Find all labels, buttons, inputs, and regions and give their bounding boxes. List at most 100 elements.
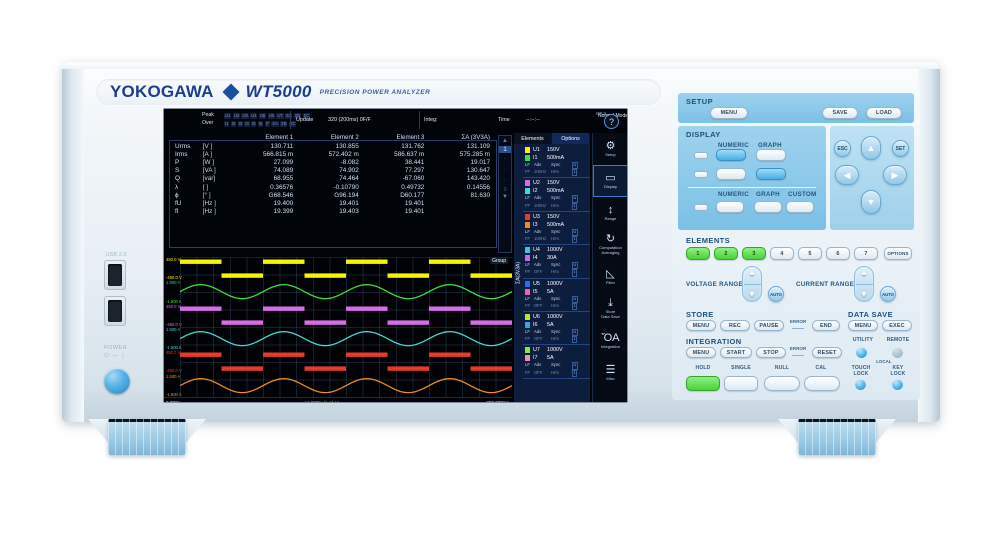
element-current[interactable]: I4 30A [523, 254, 590, 262]
waveform-area[interactable]: 450.0 V -450.0 V 1.500 A -1.500 A 450.0 V -45… [164, 257, 512, 402]
element-current[interactable]: I1 500mA [523, 154, 590, 162]
nav-right-icon[interactable]: ▶ [883, 165, 907, 185]
integration-stop-button[interactable]: STOP [756, 347, 786, 358]
hold-button[interactable] [686, 376, 720, 391]
help-icon[interactable]: ? [604, 114, 619, 129]
element-current[interactable]: I5 5A [523, 288, 590, 296]
touch-lock-led[interactable] [855, 379, 866, 390]
current-down-icon[interactable]: ▼ [860, 290, 868, 299]
page-dot[interactable]: · [504, 167, 506, 173]
element-button-7[interactable]: 7 [854, 247, 878, 260]
utility-led[interactable] [856, 347, 867, 358]
current-auto-button[interactable]: AUTO [880, 286, 896, 302]
display-swatch-2[interactable] [694, 171, 708, 178]
current-up-icon[interactable]: ▲ [860, 268, 868, 277]
integration-start-button[interactable]: START [720, 347, 752, 358]
null-button[interactable] [764, 376, 800, 391]
page-last[interactable]: 9 [503, 187, 507, 193]
integration-reset-button[interactable]: RESET [812, 347, 842, 358]
page-dot[interactable]: · [504, 178, 506, 184]
usb-port-2[interactable] [104, 296, 126, 326]
elements-options-button[interactable]: OPTIONS [884, 247, 912, 260]
cal-button[interactable] [804, 376, 840, 391]
rail-item-integration[interactable]: ὌA Integration [593, 325, 627, 357]
element-button-4[interactable]: 4 [770, 247, 794, 260]
element-voltage[interactable]: U2 150V [523, 179, 590, 187]
voltage-down-icon[interactable]: ▼ [748, 290, 756, 299]
element-group[interactable]: U5 1000V I5 5A LF Adv Sync U FF OFF Hrm 1 [523, 279, 590, 313]
display-swatch-3[interactable] [694, 204, 708, 211]
store-menu-button[interactable]: MENU [686, 320, 716, 331]
data-save-menu-button[interactable]: MENU [848, 320, 878, 331]
rail-item-computation[interactable]: ↻ Computation Averaging [593, 229, 627, 261]
display-numeric-button-3[interactable] [716, 201, 744, 213]
element-group[interactable]: U6 1000V I6 5A LF Adv Sync U FF OFF Hrm 1 [523, 312, 590, 346]
voltage-auto-button[interactable]: AUTO [768, 286, 784, 302]
load-button[interactable]: LOAD [866, 107, 902, 119]
data-save-exec-button[interactable]: EXEC [882, 320, 912, 331]
screen[interactable]: Peak U1 U2 U3 U4 U5 U6 U7 ΣA ΣB ΣC Over I1 I2 I3 I4 I… [164, 109, 627, 402]
element-current[interactable]: I2 500mA [523, 187, 590, 195]
nav-down-icon[interactable]: ▼ [861, 190, 881, 214]
page-selector[interactable]: ▲ 1 · · · 9 ▼ [498, 135, 512, 253]
rail-item-display[interactable]: ▭ Display [593, 165, 627, 197]
rail-item-setup[interactable]: ⚙ Setup [593, 133, 627, 165]
page-current[interactable]: 1 [499, 146, 511, 153]
element-group[interactable]: U7 1000V I7 5A LF Adv Sync U FF OFF Hrm 1 [523, 345, 590, 379]
display-custom-button[interactable] [786, 201, 814, 213]
store-rec-button[interactable]: REC [720, 320, 750, 331]
elements-tab-options[interactable]: Options [552, 133, 590, 144]
element-voltage[interactable]: U3 150V [523, 213, 590, 221]
element-current[interactable]: I7 5A [523, 354, 590, 362]
element-group[interactable]: U1 150V I1 500mA LF Adv Sync U FF 100Hz Hrm 1 [523, 145, 590, 179]
single-button[interactable] [724, 376, 758, 391]
elements-tab-elements[interactable]: Elements [514, 133, 552, 144]
numeric-table-area[interactable]: Element 1 Element 2 Element 3 ΣA (3V3A) Urm… [169, 133, 497, 251]
element-voltage[interactable]: U7 1000V [523, 346, 590, 354]
nav-up-icon[interactable]: ▲ [861, 136, 881, 160]
element-button-6[interactable]: 6 [826, 247, 850, 260]
remote-led[interactable] [892, 347, 903, 358]
element-button-2[interactable]: 2 [714, 247, 738, 260]
key-lock-led[interactable] [892, 379, 903, 390]
page-dot[interactable]: · [504, 156, 506, 162]
element-button-1[interactable]: 1 [686, 247, 710, 260]
element-current[interactable]: I3 500mA [523, 221, 590, 229]
usb-port-1[interactable] [104, 260, 126, 290]
rail-item-store[interactable]: ⤓ Store Data Save [593, 293, 627, 325]
store-end-button[interactable]: END [812, 320, 840, 331]
page-up-icon[interactable]: ▲ [502, 138, 508, 144]
display-graph-button-2[interactable] [756, 168, 786, 180]
page-down-icon[interactable]: ▼ [502, 194, 508, 200]
save-button[interactable]: SAVE [822, 107, 858, 119]
rail-item-misc[interactable]: ☰ Misc [593, 357, 627, 389]
integration-menu-button[interactable]: MENU [686, 347, 716, 358]
display-graph-button-1[interactable] [756, 149, 786, 161]
element-group[interactable]: U3 150V I3 500mA LF Adv Sync U FF 100Hz Hrm 1 [523, 212, 590, 246]
display-numeric-button-2[interactable] [716, 168, 746, 180]
element-group[interactable]: U2 150V I2 500mA LF Adv Sync U FF 100Hz Hrm 1 [523, 178, 590, 212]
brand-maker: YOKOGAWA [110, 82, 214, 101]
element-voltage[interactable]: U4 1000V [523, 246, 590, 254]
element-group[interactable]: U4 1000V I4 30A LF Adv Sync U FF OFF Hrm 1 [523, 245, 590, 279]
element-voltage[interactable]: U6 1000V [523, 313, 590, 321]
set-button[interactable]: SET [892, 140, 909, 157]
element-voltage[interactable]: U1 150V [523, 146, 590, 154]
element-button-5[interactable]: 5 [798, 247, 822, 260]
display-swatch-1[interactable] [694, 152, 708, 159]
element-current[interactable]: I6 5A [523, 321, 590, 329]
voltage-range-rocker[interactable]: ▲ ▼ [742, 266, 762, 302]
display-numeric-button-1[interactable] [716, 149, 746, 161]
rail-item-range[interactable]: ↕ Range [593, 197, 627, 229]
setup-menu-button[interactable]: MENU [710, 107, 748, 119]
esc-button[interactable]: ESC [834, 140, 851, 157]
display-graph-button-3[interactable] [754, 201, 782, 213]
element-button-3[interactable]: 3 [742, 247, 766, 260]
store-pause-button[interactable]: PAUSE [754, 320, 784, 331]
nav-left-icon[interactable]: ◀ [835, 165, 859, 185]
current-range-rocker[interactable]: ▲ ▼ [854, 266, 874, 302]
voltage-up-icon[interactable]: ▲ [748, 268, 756, 277]
element-voltage[interactable]: U5 1000V [523, 280, 590, 288]
power-button[interactable] [104, 368, 130, 394]
rail-item-filter[interactable]: ◺ Filter [593, 261, 627, 293]
